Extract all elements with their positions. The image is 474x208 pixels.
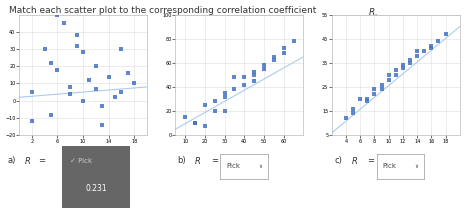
Point [364, 100, 371, 103]
Point [250, 79, 258, 83]
Text: ✓ Pick: ✓ Pick [70, 158, 92, 163]
Point [413, 54, 421, 57]
Point [211, 109, 219, 113]
Point [111, 96, 118, 99]
Point [221, 109, 228, 113]
Text: Match each scatter plot to the corresponding correlation coefficient: Match each scatter plot to the correspon… [9, 6, 320, 15]
Point [231, 76, 238, 79]
Point [105, 75, 112, 78]
Text: 0.231: 0.231 [85, 183, 107, 193]
Point [250, 71, 258, 74]
Point [260, 67, 268, 71]
Point [356, 97, 364, 101]
Point [73, 44, 80, 47]
Point [79, 51, 87, 54]
Text: $R$: $R$ [24, 155, 31, 166]
Point [130, 82, 138, 85]
Point [349, 112, 357, 115]
Point [66, 85, 74, 89]
Text: $R$: $R$ [194, 155, 201, 166]
Point [221, 91, 228, 95]
Point [240, 76, 248, 79]
Point [118, 90, 125, 94]
Point [201, 103, 209, 107]
Point [85, 78, 93, 82]
Point [428, 47, 435, 50]
Text: =: = [211, 156, 218, 165]
Point [428, 44, 435, 48]
Point [392, 68, 400, 72]
Point [60, 21, 67, 25]
Point [118, 47, 125, 51]
Point [92, 65, 100, 68]
Point [124, 72, 131, 75]
Point [385, 78, 392, 81]
Point [41, 47, 48, 51]
Point [54, 13, 61, 16]
Point [342, 117, 350, 120]
Point [191, 121, 199, 125]
Text: $R$: $R$ [351, 155, 358, 166]
Text: =: = [38, 156, 45, 165]
Point [399, 66, 407, 69]
Point [349, 107, 357, 110]
Point [98, 123, 106, 126]
Point [66, 92, 74, 95]
Point [371, 88, 378, 91]
Point [28, 90, 36, 94]
Point [364, 97, 371, 101]
Point [98, 104, 106, 108]
Text: ∨: ∨ [415, 164, 419, 169]
Point [378, 83, 385, 86]
Point [92, 87, 100, 90]
Text: Pick: Pick [226, 163, 240, 169]
Point [73, 33, 80, 37]
Point [420, 49, 428, 52]
Text: b): b) [178, 156, 186, 165]
Text: =: = [367, 156, 374, 165]
Point [399, 64, 407, 67]
Point [28, 120, 36, 123]
Point [413, 49, 421, 52]
Point [371, 93, 378, 96]
Point [47, 61, 55, 64]
Text: a): a) [7, 156, 16, 165]
Point [240, 83, 248, 86]
Point [392, 73, 400, 77]
Point [211, 100, 219, 103]
Text: c): c) [334, 156, 342, 165]
Point [435, 40, 442, 43]
Point [378, 88, 385, 91]
Text: ∨: ∨ [258, 164, 262, 169]
Point [406, 61, 414, 64]
Point [47, 113, 55, 116]
Point [270, 55, 278, 58]
Point [54, 68, 61, 71]
Point [442, 32, 449, 36]
Point [221, 95, 228, 98]
Point [191, 121, 199, 125]
Point [406, 59, 414, 62]
Text: $R$.: $R$. [368, 6, 378, 17]
Point [290, 40, 297, 43]
Point [79, 99, 87, 102]
Text: Pick: Pick [383, 163, 397, 169]
Point [201, 124, 209, 127]
Point [270, 59, 278, 62]
Point [231, 88, 238, 91]
Point [182, 115, 189, 119]
Point [280, 52, 287, 55]
Point [250, 73, 258, 77]
Point [280, 47, 287, 50]
Point [260, 64, 268, 67]
Point [385, 73, 392, 77]
